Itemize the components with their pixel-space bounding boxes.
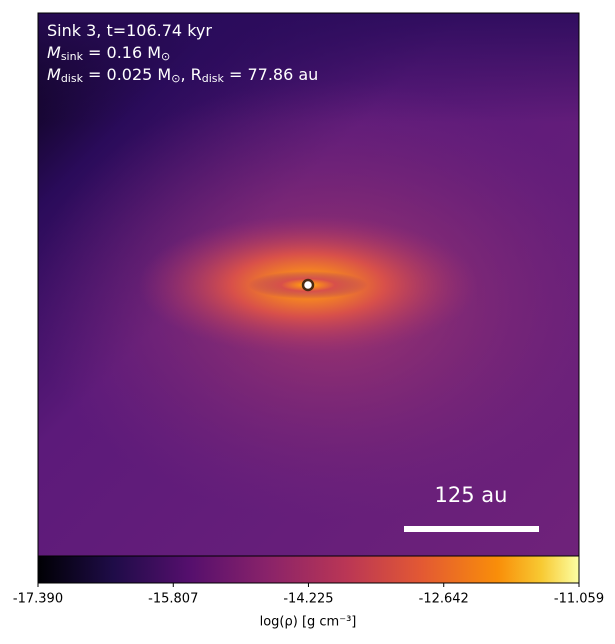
colorbar-tick-label: -15.807 (148, 592, 198, 607)
colorbar-tick-label: -17.390 (13, 592, 63, 607)
annotation-text: = 0.025 M (83, 65, 171, 84)
density-map (38, 13, 579, 556)
annotation-text: M (47, 43, 61, 62)
colorbar (37, 555, 580, 584)
subscript: ⊙ (161, 50, 170, 63)
annotation: Sink 3, t=106.74 kyr (47, 21, 212, 40)
sink-marker (301, 278, 315, 292)
subscript: ⊙ (171, 72, 180, 85)
annotation: Mdisk = 0.025 M⊙, Rdisk = 77.86 au (47, 65, 318, 86)
annotation-text: = 0.16 M (83, 43, 161, 62)
colorbar-tick-label: -11.059 (554, 592, 604, 607)
annotation-text: Sink 3, t=106.74 kyr (47, 21, 212, 40)
subscript: sink (61, 50, 84, 63)
colorbar-axis: -17.390 -15.807 -14.225 -12.642 -11.059 (13, 583, 604, 607)
colorbar-label: log(ρ) [g cm⁻³] (260, 615, 357, 630)
subscript: disk (61, 72, 84, 85)
annotation-text: , R (180, 65, 201, 84)
colorbar-tick-label: -14.225 (283, 592, 333, 607)
annotation-text: M (47, 65, 61, 84)
annotation-text: = 77.86 au (224, 65, 318, 84)
colorbar-tick-label: -12.642 (419, 592, 469, 607)
subscript: disk (202, 72, 225, 85)
scale-bar-label: 125 au (435, 483, 508, 507)
annotation: Msink = 0.16 M⊙ (47, 43, 170, 64)
